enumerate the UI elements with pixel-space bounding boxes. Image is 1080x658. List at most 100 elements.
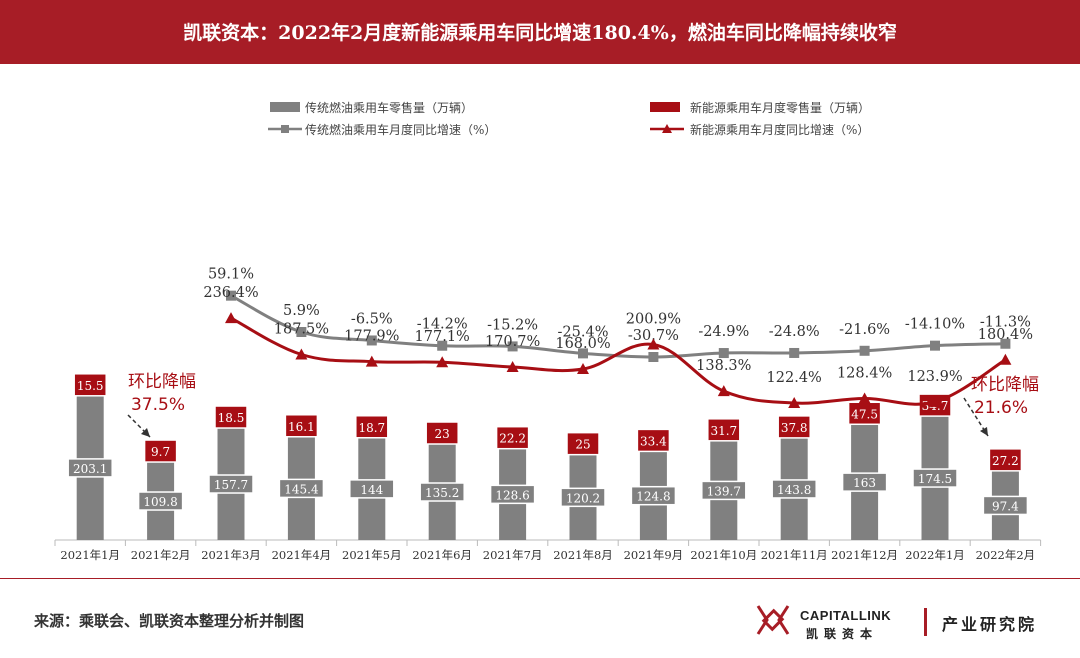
nev-sales-label: 18.7 (358, 421, 385, 435)
x-tick-label: 2022年2月 (976, 548, 1036, 562)
ice-yoy-point (930, 340, 940, 351)
nev-yoy-label: 200.9% (626, 312, 681, 328)
ice-sales-label-box (67, 458, 113, 478)
nev-yoy-label: 187.5% (274, 322, 329, 338)
brand-english: CAPITALLINK (800, 608, 892, 623)
ice-yoy-label: 59.1% (208, 267, 254, 283)
ice-sales-label-box (208, 474, 254, 494)
x-tick-label: 2021年3月 (201, 548, 261, 562)
ice-sales-label: 124.8 (636, 490, 670, 504)
ice-sales-label-box (419, 482, 465, 502)
legend-ice-sales-swatch (270, 102, 300, 112)
ice-yoy-point (578, 348, 588, 359)
ice-sales-label: 139.7 (707, 484, 741, 498)
ice-sales-label: 97.4 (992, 499, 1019, 513)
nev-sales-label: 25 (575, 438, 590, 452)
nev-yoy-point (717, 385, 730, 397)
nev-yoy-point (506, 361, 519, 373)
nev-yoy-label: 168.0% (555, 336, 610, 352)
nev-sales-label: 37.8 (781, 421, 808, 435)
legend-ice-yoy-label: 传统燃油乘用车月度同比增速（%） (305, 122, 496, 137)
nev-yoy-label: 170.7% (485, 334, 540, 350)
nev-sales-label: 18.5 (218, 411, 245, 425)
ice-yoy-label: 5.9% (283, 303, 320, 319)
ice-sales-label: 135.2 (425, 486, 459, 500)
legend-nev-yoy-label: 新能源乘用车月度同比增速（%） (690, 122, 869, 137)
nev-yoy-label: 236.4% (203, 285, 258, 301)
ice-yoy-point (1000, 338, 1011, 349)
ice-yoy-point (789, 347, 800, 358)
legend-nev-sales-swatch (650, 102, 680, 112)
nev-sales-box (143, 439, 178, 463)
ice-yoy-label: -15.2% (487, 317, 538, 333)
nev-yoy-point (365, 355, 378, 367)
nev-yoy-point (858, 392, 871, 404)
nev-sales-label: 31.7 (710, 424, 737, 438)
nev-sales-label: 9.7 (151, 445, 170, 459)
footer-divider (0, 578, 1080, 579)
nev-sales-box (284, 414, 319, 438)
ice-sales-label: 128.6 (495, 488, 529, 502)
nev-sales-box (566, 431, 600, 456)
ice-yoy-point (366, 335, 377, 346)
sales-chart: 203.1 15.5 2021年1月 109.8 9.7 2021年2月 157.7 18.5… (54, 100, 1042, 562)
nev-sales-box (777, 415, 811, 439)
legend-nev-sales-label: 新能源乘用车月度零售量（万辆） (690, 100, 870, 115)
capitallink-logo-icon (756, 605, 790, 635)
nev-sales-box (355, 415, 389, 439)
annotation-feb2021-arrow (127, 414, 151, 438)
ice-yoy-label: -21.6% (839, 322, 890, 338)
nev-sales-box (988, 448, 1023, 472)
nev-sales-box (707, 418, 741, 442)
ice-yoy-label: -24.9% (698, 324, 749, 340)
ice-yoy-label: -14.10% (905, 317, 965, 333)
ice-sales-label: 120.2 (566, 491, 600, 505)
x-tick-label: 2021年11月 (761, 548, 828, 562)
annotation-feb2022-text: 环比降幅 (971, 375, 1039, 395)
annotation-feb2021-value: 37.5% (131, 395, 185, 415)
nev-yoy-point (647, 338, 660, 350)
nev-sales-label: 47.5 (851, 407, 878, 421)
nev-yoy-label: 177.9% (344, 329, 399, 345)
annotation-feb2021-text: 环比降幅 (128, 372, 196, 392)
ice-yoy-point (437, 340, 448, 351)
ice-sales-label: 174.5 (918, 472, 952, 486)
ice-sales-label: 143.8 (777, 483, 811, 497)
x-tick-label: 2021年2月 (131, 548, 191, 562)
title-bar: 凯联资本：2022年2月度新能源乘用车同比增速180.4%，燃油车同比降幅持续收… (0, 0, 1080, 64)
ice-yoy-point (648, 352, 659, 362)
ice-yoy-point (296, 327, 307, 338)
nev-yoy-label: 177.1% (415, 329, 470, 345)
nev-yoy-point (295, 348, 308, 360)
nev-sales-box (73, 373, 107, 397)
ice-yoy-label: -14.2% (417, 317, 468, 333)
ice-sales-label-box (701, 480, 747, 501)
nev-sales-box (214, 405, 248, 429)
legend-nev-yoy-marker (662, 124, 672, 133)
ice-sales-label-box (630, 485, 677, 506)
ice-sales-label: 157.7 (214, 478, 248, 492)
ice-sales-label-box (489, 484, 536, 505)
nev-sales-box (495, 425, 530, 450)
annotation-feb2021-arrowhead (141, 428, 150, 437)
x-tick-label: 2021年5月 (342, 548, 402, 562)
nev-sales-label: 27.2 (992, 454, 1019, 468)
ice-yoy-label: -30.7% (628, 328, 679, 344)
ice-sales-label: 109.8 (143, 495, 177, 509)
ice-sales-label-box (560, 487, 606, 508)
nev-sales-label: 23 (435, 427, 450, 441)
legend-ice-yoy-marker (281, 125, 289, 133)
nev-sales-label: 15.5 (77, 379, 104, 393)
ice-yoy-point (859, 345, 870, 356)
ice-sales-label: 203.1 (73, 462, 107, 476)
nev-sales-label: 33.4 (640, 434, 667, 448)
x-tick-label: 2021年7月 (483, 548, 543, 562)
annotation-feb2022-arrowhead (980, 427, 988, 436)
x-tick-label: 2021年1月 (60, 548, 120, 562)
x-tick-label: 2021年4月 (272, 548, 332, 562)
legend-ice-sales-label: 传统燃油乘用车零售量（万辆） (305, 100, 473, 115)
nev-yoy-point (999, 353, 1012, 365)
ice-sales-label-box (771, 479, 817, 499)
x-tick-label: 2021年9月 (624, 548, 684, 562)
nev-sales-box (425, 421, 459, 445)
